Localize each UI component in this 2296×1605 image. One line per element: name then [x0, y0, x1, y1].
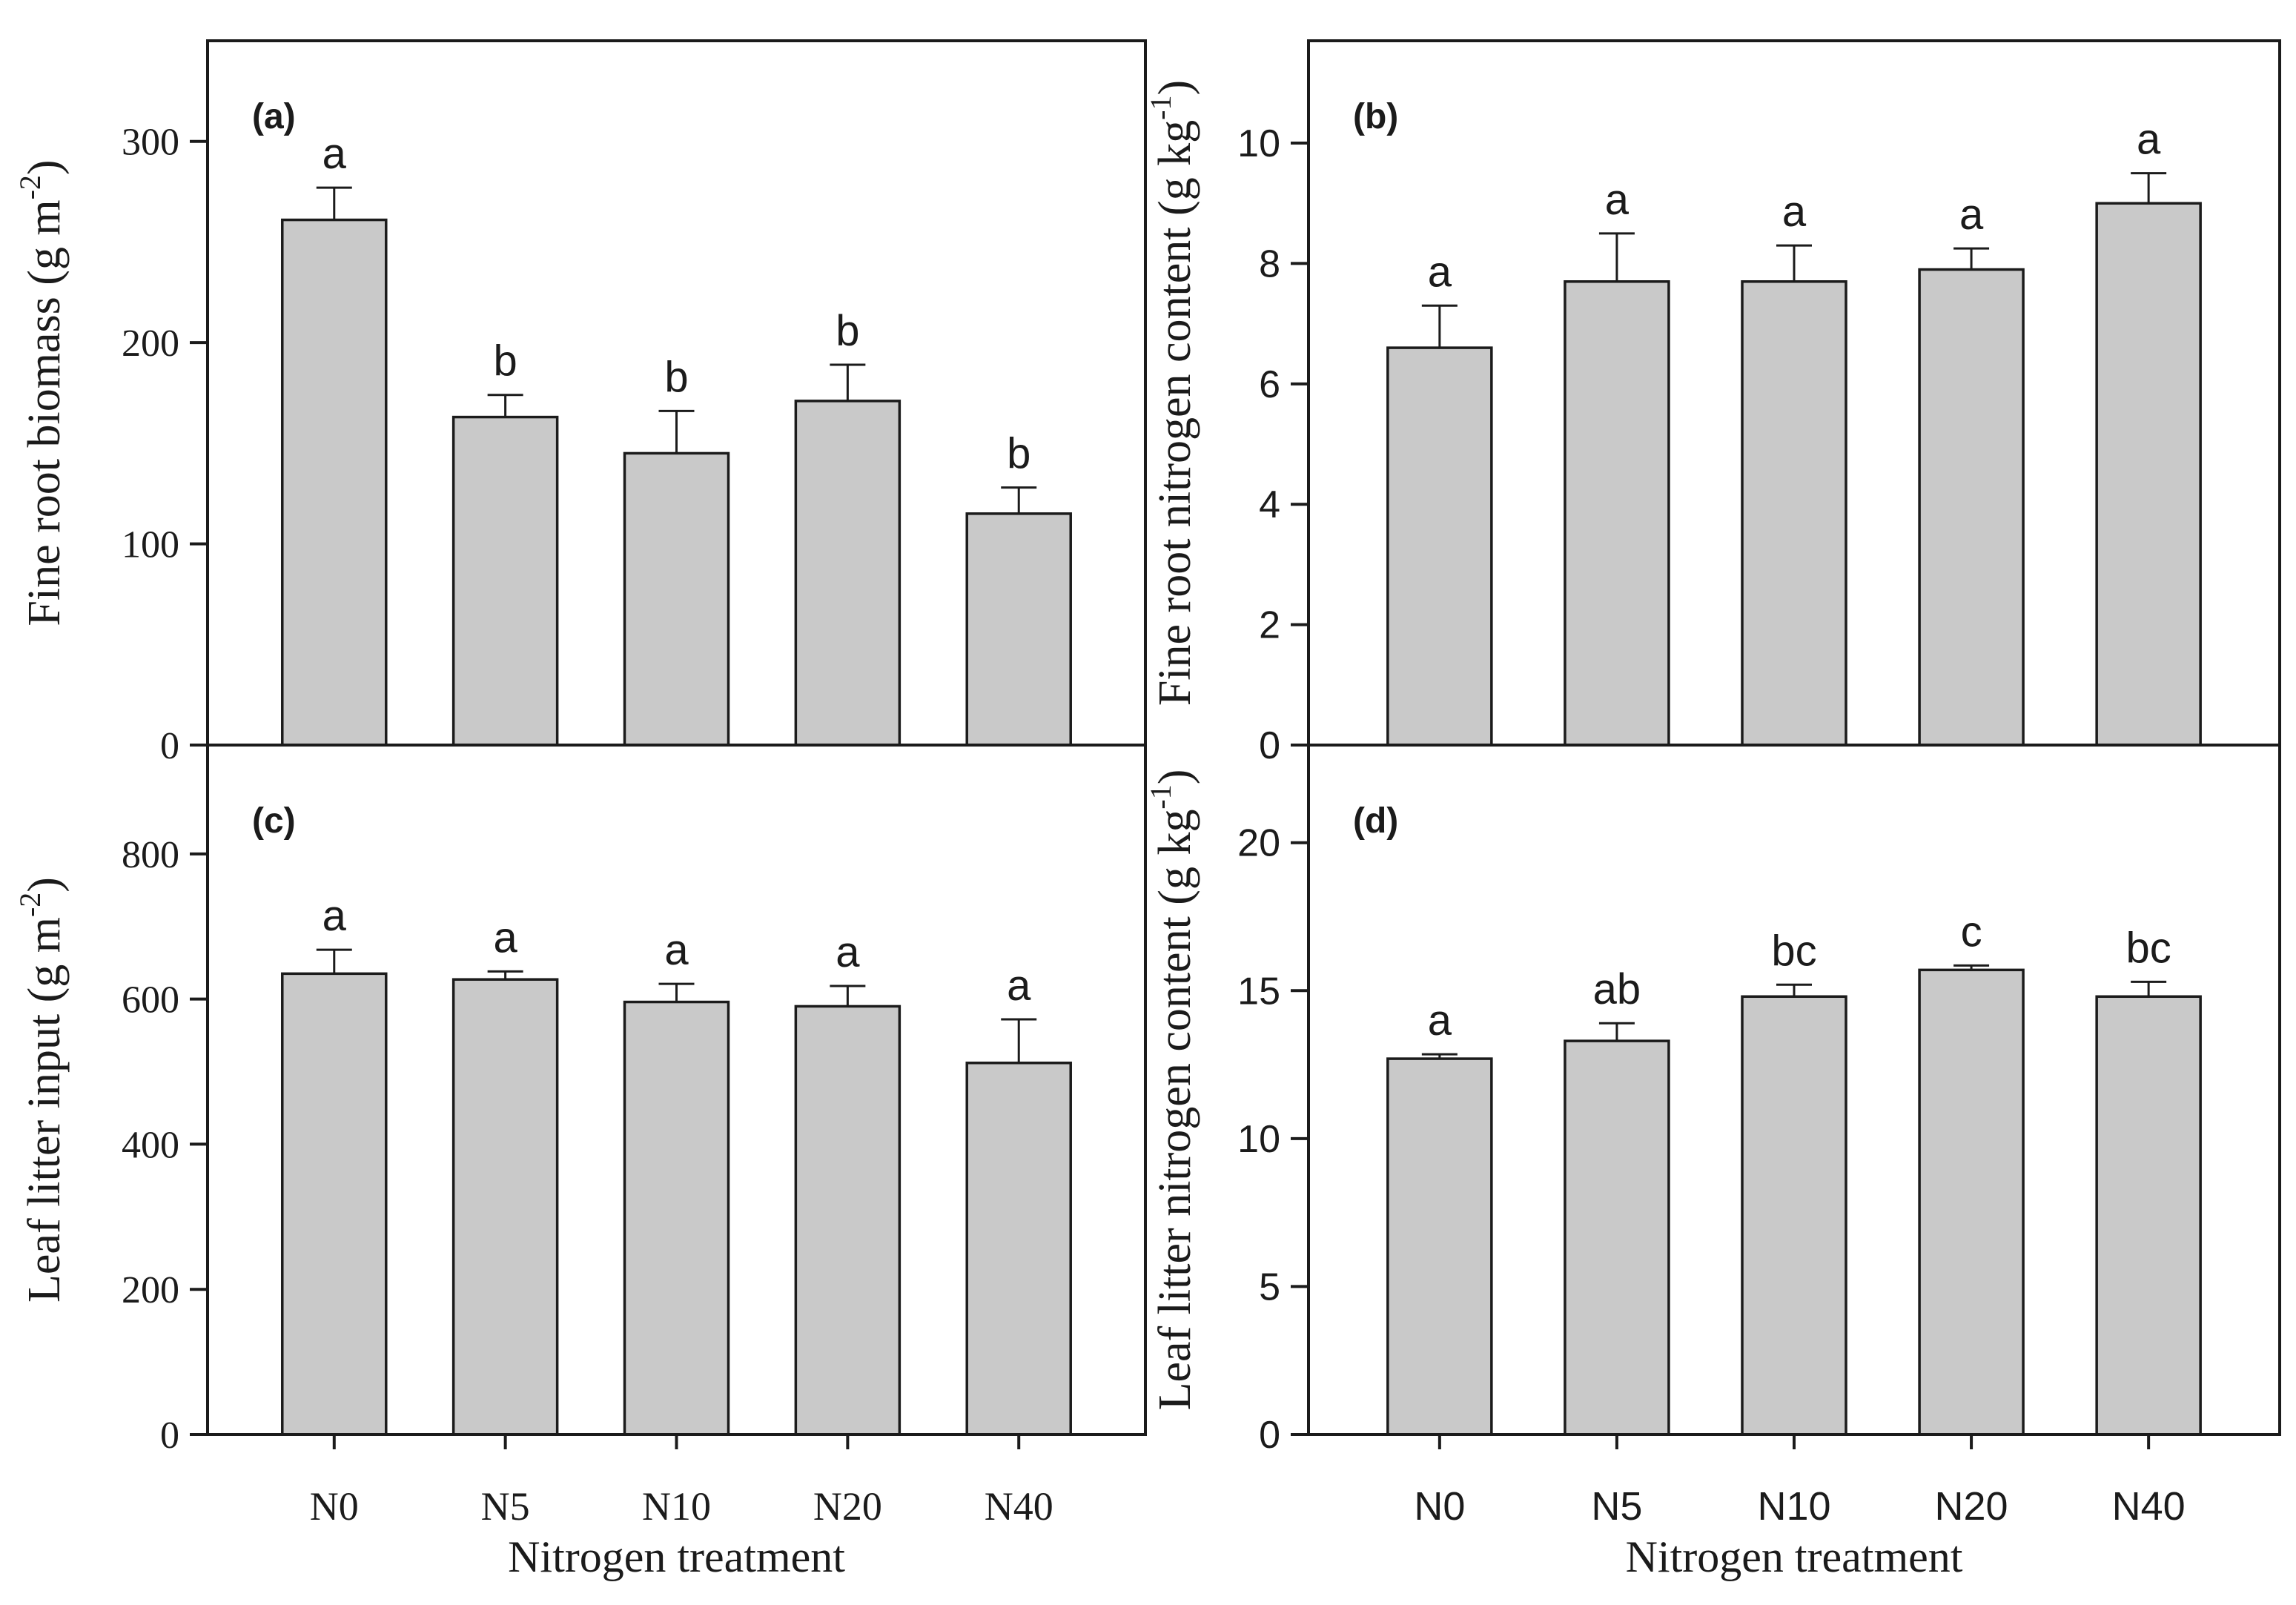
bar-d-N20 [1918, 968, 2025, 1436]
panel-d: a N0 ab N5 bc N10 c N20 bc N40 0 5 10 15 20 (d) Leaf lit… [1144, 744, 2281, 1581]
y-tick-label-c-200: 200 [122, 1269, 179, 1311]
sig-letter-c-N40: a [1007, 962, 1031, 1010]
sig-letter-d-N40: bc [2126, 924, 2171, 972]
x-tick-label-c-N0: N0 [310, 1484, 359, 1529]
bar-b-N5 [1564, 280, 1670, 747]
y-tick-label-a-0: 0 [160, 725, 179, 767]
y-tick-label-b-0: 0 [1259, 724, 1280, 767]
y-tick-label-c-0: 0 [160, 1414, 179, 1457]
bar-c-N40 [965, 1062, 1072, 1436]
x-tick-label-c-N5: N5 [481, 1484, 530, 1529]
sig-letter-b-N20: a [1959, 191, 1984, 239]
y-tick-label-d-10: 10 [1237, 1118, 1280, 1161]
bar-a-N20 [794, 400, 901, 747]
sig-letter-a-N10: b [664, 353, 688, 401]
panel-label-b: (b) [1353, 97, 1398, 136]
bar-a-N40 [965, 512, 1072, 747]
bar-c-N0 [281, 972, 388, 1436]
panel-frame-d [1307, 744, 2281, 1436]
sig-letter-b-N40: a [2137, 116, 2161, 164]
y-tick-label-c-600: 600 [122, 979, 179, 1022]
sig-letter-b-N0: a [1428, 248, 1452, 296]
y-tick-label-a-100: 100 [122, 524, 179, 566]
bar-b-N20 [1918, 268, 2025, 747]
y-tick-label-b-2: 2 [1259, 604, 1280, 647]
sig-letter-b-N10: a [1782, 188, 1807, 236]
sig-letter-a-N40: b [1007, 430, 1030, 478]
bar-d-N10 [1741, 995, 1847, 1436]
panel-c: a N0 a N5 a N10 a N20 a N40 0 200 400 600 800 (c) Leaf l… [13, 744, 1147, 1581]
x-tick-label-c-N10: N10 [642, 1484, 711, 1529]
sig-letter-d-N20: c [1961, 907, 1982, 956]
bar-b-N10 [1741, 280, 1847, 747]
sig-letter-d-N0: a [1428, 996, 1452, 1045]
sig-letter-a-N5: b [494, 337, 517, 385]
bar-b-N40 [2095, 202, 2202, 747]
y-tick-label-a-200: 200 [122, 322, 179, 365]
sig-letter-a-N0: a [322, 130, 347, 178]
bar-a-N10 [623, 451, 730, 747]
bar-d-N5 [1564, 1039, 1670, 1436]
sig-letter-c-N10: a [664, 926, 689, 974]
sig-letter-a-N20: b [836, 307, 859, 355]
y-axis-title-d: Leaf litter nitrogen content (g kg-1) [1144, 770, 1200, 1411]
y-axis-title-b: Fine root nitrogen content (g kg-1) [1144, 80, 1200, 706]
x-tick-label-d-N20: N20 [1935, 1484, 2008, 1529]
y-tick-label-b-8: 8 [1259, 242, 1280, 285]
y-tick-label-d-15: 15 [1237, 970, 1280, 1013]
y-tick-label-c-800: 800 [122, 834, 179, 876]
x-tick-label-d-N10: N10 [1757, 1484, 1830, 1529]
x-tick-label-d-N0: N0 [1414, 1484, 1465, 1529]
x-axis-title-d: Nitrogen treatment [1626, 1532, 1963, 1581]
sig-letter-c-N20: a [836, 928, 860, 976]
panel-a: a b b b b 0 100 200 300 (a) Fine root biomass (g m… [13, 39, 1147, 767]
x-tick-label-c-N40: N40 [985, 1484, 1053, 1529]
y-tick-label-b-4: 4 [1259, 483, 1280, 526]
x-tick-label-d-N40: N40 [2112, 1484, 2186, 1529]
panel-label-c: (c) [252, 801, 296, 841]
x-axis-title-c: Nitrogen treatment [508, 1532, 845, 1581]
sig-letter-c-N5: a [494, 913, 518, 962]
sig-letter-d-N5: ab [1593, 965, 1641, 1013]
bar-d-N40 [2095, 995, 2202, 1436]
x-tick-label-c-N20: N20 [813, 1484, 882, 1529]
panel-label-d: (d) [1353, 801, 1398, 841]
sig-letter-d-N10: bc [1771, 927, 1816, 975]
panel-b: a a a a a 0 2 4 6 8 10 (b) Fine root nitrogen conten… [1144, 39, 2281, 767]
y-tick-label-d-0: 0 [1259, 1414, 1280, 1457]
y-axis-title-c: Leaf litter input (g m-2) [13, 877, 70, 1303]
y-tick-label-d-5: 5 [1259, 1265, 1280, 1308]
bar-b-N0 [1386, 346, 1493, 747]
sig-letter-c-N0: a [322, 892, 347, 940]
sig-letter-b-N5: a [1605, 176, 1630, 224]
x-tick-label-d-N5: N5 [1591, 1484, 1642, 1529]
bar-a-N5 [451, 415, 559, 747]
y-tick-label-b-10: 10 [1237, 122, 1280, 165]
y-tick-label-a-300: 300 [122, 122, 179, 164]
panel-frame-c [206, 744, 1147, 1436]
bar-c-N10 [623, 1000, 730, 1436]
y-tick-label-d-20: 20 [1237, 822, 1280, 865]
bar-a-N0 [281, 218, 388, 747]
panel-label-a: (a) [252, 97, 296, 136]
y-tick-label-b-6: 6 [1259, 363, 1280, 406]
bar-c-N20 [794, 1005, 901, 1436]
y-tick-label-c-400: 400 [122, 1124, 179, 1166]
y-axis-title-a: Fine root biomass (g m-2) [13, 159, 70, 626]
bar-c-N5 [451, 978, 559, 1436]
bar-d-N0 [1386, 1057, 1493, 1436]
